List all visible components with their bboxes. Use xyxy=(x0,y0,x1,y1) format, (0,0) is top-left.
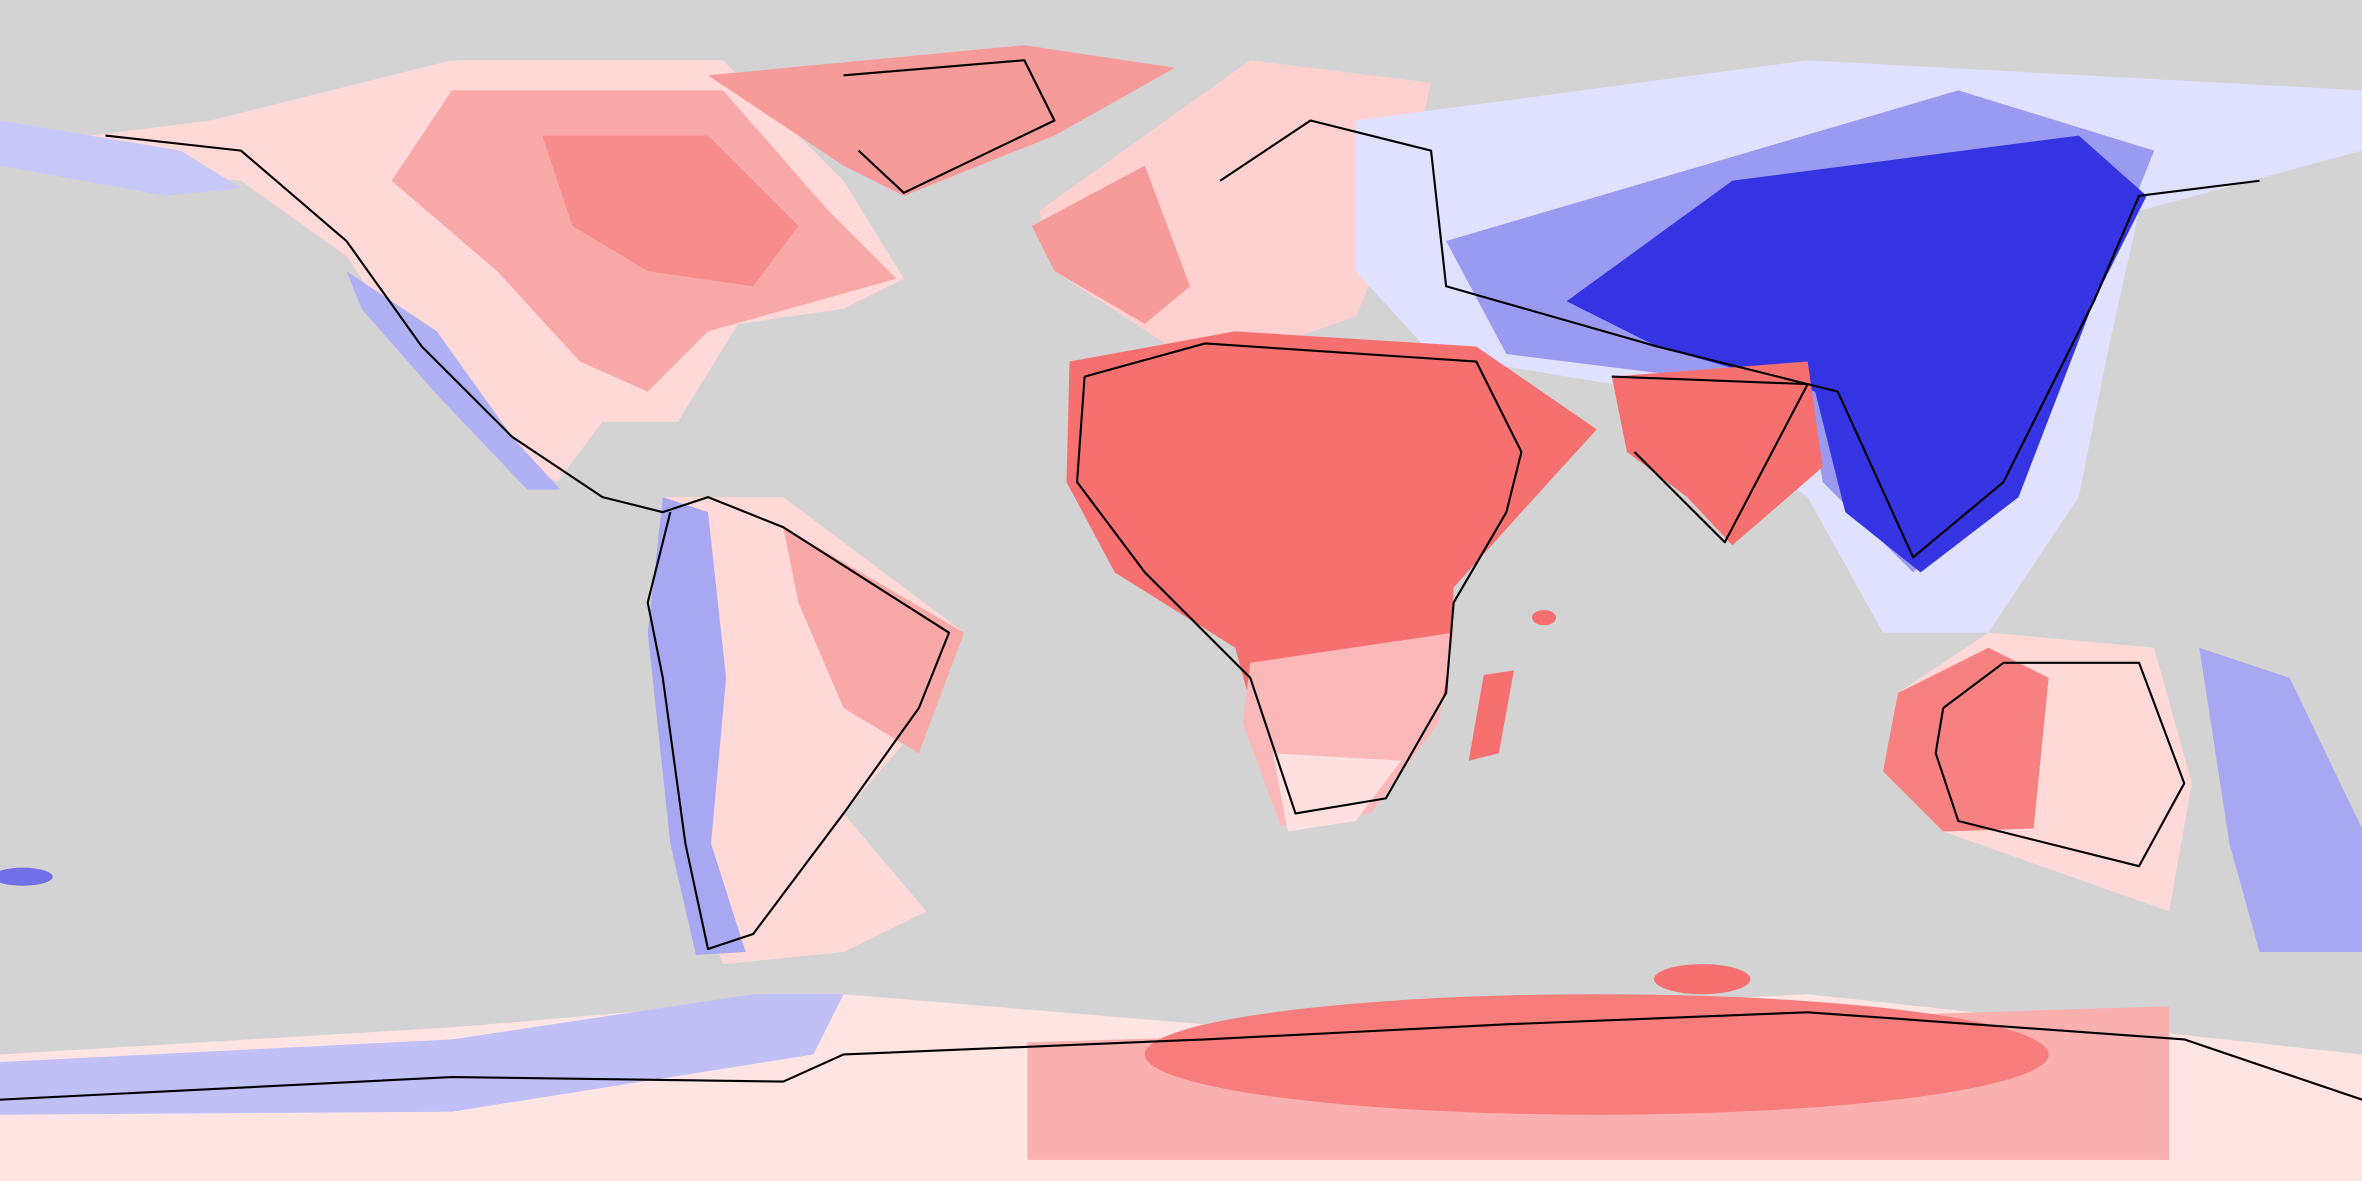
coastline xyxy=(105,134,951,951)
coastline xyxy=(1076,342,1523,815)
antarctica-west xyxy=(0,994,844,1115)
africa xyxy=(1066,331,1597,814)
coastline xyxy=(1219,119,2260,559)
india xyxy=(1611,361,1823,546)
south-atlantic-blob xyxy=(0,867,53,886)
coastline xyxy=(1934,661,2186,868)
north-america-west-coast xyxy=(346,271,561,490)
coastline xyxy=(1611,375,1809,544)
asia-dark xyxy=(1566,135,2147,573)
madagascar xyxy=(1468,670,1514,761)
south-america-east xyxy=(783,527,965,754)
europe-west xyxy=(1031,165,1191,324)
new-zealand xyxy=(2199,647,2362,953)
antarctica-core xyxy=(1144,994,2049,1115)
australia-west xyxy=(1882,647,2049,832)
south-america-west xyxy=(647,497,746,956)
greenland xyxy=(707,45,1175,196)
north-america-core xyxy=(542,135,799,287)
mid-east-blob xyxy=(1531,610,1557,626)
south-islands xyxy=(1654,964,1751,995)
coastline xyxy=(0,1011,2362,1101)
north-america-west xyxy=(0,120,242,196)
coastline xyxy=(843,59,1056,194)
